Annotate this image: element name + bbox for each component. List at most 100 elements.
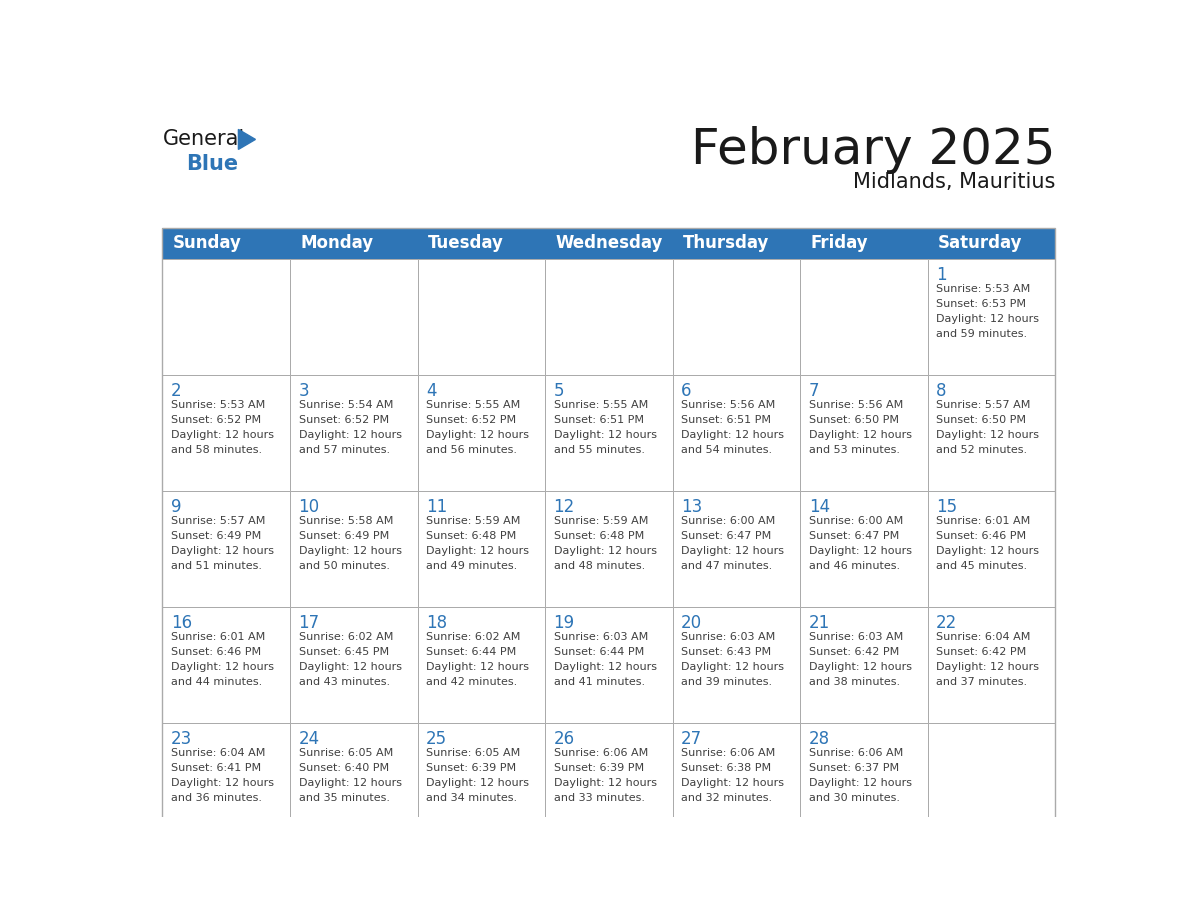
Text: Sunset: 6:39 PM: Sunset: 6:39 PM: [426, 763, 516, 773]
Bar: [290, 491, 417, 607]
Text: Sunrise: 6:00 AM: Sunrise: 6:00 AM: [809, 516, 903, 526]
Text: 9: 9: [171, 498, 182, 516]
Text: 6: 6: [681, 382, 691, 399]
Bar: [417, 491, 545, 607]
Text: 15: 15: [936, 498, 958, 516]
Text: 26: 26: [554, 730, 575, 747]
Bar: [545, 491, 672, 607]
Text: 16: 16: [171, 613, 192, 632]
Text: and 51 minutes.: and 51 minutes.: [171, 561, 263, 571]
Text: Daylight: 12 hours: Daylight: 12 hours: [426, 546, 529, 556]
Text: Sunrise: 5:59 AM: Sunrise: 5:59 AM: [554, 516, 647, 526]
Bar: [545, 722, 672, 838]
Text: Sunrise: 5:59 AM: Sunrise: 5:59 AM: [426, 516, 520, 526]
Text: 11: 11: [426, 498, 448, 516]
Text: Sunset: 6:48 PM: Sunset: 6:48 PM: [554, 532, 644, 541]
Text: Sunset: 6:52 PM: Sunset: 6:52 PM: [298, 415, 388, 425]
Text: and 37 minutes.: and 37 minutes.: [936, 677, 1028, 687]
Text: 17: 17: [298, 613, 320, 632]
Text: 25: 25: [426, 730, 447, 747]
Text: 13: 13: [681, 498, 702, 516]
Bar: [163, 228, 1055, 838]
Text: Daylight: 12 hours: Daylight: 12 hours: [298, 431, 402, 440]
Text: Sunset: 6:49 PM: Sunset: 6:49 PM: [171, 532, 261, 541]
Text: Daylight: 12 hours: Daylight: 12 hours: [298, 778, 402, 788]
Text: and 41 minutes.: and 41 minutes.: [554, 677, 645, 687]
Text: Daylight: 12 hours: Daylight: 12 hours: [936, 431, 1040, 440]
Text: and 46 minutes.: and 46 minutes.: [809, 561, 899, 571]
Text: Daylight: 12 hours: Daylight: 12 hours: [554, 662, 657, 672]
Text: Sunday: Sunday: [172, 234, 241, 252]
Bar: [163, 491, 290, 607]
Text: Daylight: 12 hours: Daylight: 12 hours: [809, 546, 911, 556]
Text: 14: 14: [809, 498, 829, 516]
Bar: [290, 259, 417, 375]
Text: and 36 minutes.: and 36 minutes.: [171, 793, 263, 803]
Text: and 34 minutes.: and 34 minutes.: [426, 793, 517, 803]
Bar: [163, 722, 290, 838]
Text: Sunrise: 6:00 AM: Sunrise: 6:00 AM: [681, 516, 776, 526]
Text: Daylight: 12 hours: Daylight: 12 hours: [426, 778, 529, 788]
Text: February 2025: February 2025: [690, 126, 1055, 174]
Text: Sunset: 6:42 PM: Sunset: 6:42 PM: [809, 647, 899, 657]
Text: Sunrise: 6:06 AM: Sunrise: 6:06 AM: [681, 748, 776, 758]
Text: and 56 minutes.: and 56 minutes.: [426, 445, 517, 455]
Text: 23: 23: [171, 730, 192, 747]
Text: Daylight: 12 hours: Daylight: 12 hours: [298, 662, 402, 672]
Text: Sunset: 6:40 PM: Sunset: 6:40 PM: [298, 763, 388, 773]
Bar: [801, 607, 928, 722]
Text: Sunset: 6:47 PM: Sunset: 6:47 PM: [809, 532, 899, 541]
Text: Sunrise: 6:04 AM: Sunrise: 6:04 AM: [936, 633, 1031, 642]
Bar: [928, 491, 1055, 607]
Text: Daylight: 12 hours: Daylight: 12 hours: [681, 546, 784, 556]
Text: Sunrise: 5:55 AM: Sunrise: 5:55 AM: [554, 400, 647, 410]
Bar: [928, 375, 1055, 491]
Bar: [928, 259, 1055, 375]
Text: Daylight: 12 hours: Daylight: 12 hours: [936, 662, 1040, 672]
Text: Sunset: 6:44 PM: Sunset: 6:44 PM: [554, 647, 644, 657]
Bar: [163, 228, 1055, 259]
Text: 12: 12: [554, 498, 575, 516]
Text: Sunrise: 6:02 AM: Sunrise: 6:02 AM: [426, 633, 520, 642]
Text: Friday: Friday: [810, 234, 868, 252]
Bar: [290, 722, 417, 838]
Text: Daylight: 12 hours: Daylight: 12 hours: [426, 431, 529, 440]
Text: Sunset: 6:42 PM: Sunset: 6:42 PM: [936, 647, 1026, 657]
Text: Daylight: 12 hours: Daylight: 12 hours: [681, 778, 784, 788]
Text: Sunrise: 5:54 AM: Sunrise: 5:54 AM: [298, 400, 393, 410]
Text: Sunrise: 5:57 AM: Sunrise: 5:57 AM: [936, 400, 1031, 410]
Text: Daylight: 12 hours: Daylight: 12 hours: [936, 314, 1040, 324]
Text: Daylight: 12 hours: Daylight: 12 hours: [554, 431, 657, 440]
Text: Sunset: 6:46 PM: Sunset: 6:46 PM: [171, 647, 261, 657]
Text: and 32 minutes.: and 32 minutes.: [681, 793, 772, 803]
Text: Blue: Blue: [185, 154, 238, 174]
Text: Sunrise: 5:53 AM: Sunrise: 5:53 AM: [171, 400, 265, 410]
Polygon shape: [239, 129, 255, 150]
Bar: [672, 491, 801, 607]
Text: Sunset: 6:46 PM: Sunset: 6:46 PM: [936, 532, 1026, 541]
Text: Sunrise: 5:56 AM: Sunrise: 5:56 AM: [809, 400, 903, 410]
Bar: [545, 607, 672, 722]
Bar: [801, 259, 928, 375]
Text: Daylight: 12 hours: Daylight: 12 hours: [298, 546, 402, 556]
Text: Sunset: 6:52 PM: Sunset: 6:52 PM: [426, 415, 516, 425]
Text: Sunset: 6:38 PM: Sunset: 6:38 PM: [681, 763, 771, 773]
Text: 20: 20: [681, 613, 702, 632]
Text: 19: 19: [554, 613, 575, 632]
Text: Thursday: Thursday: [683, 234, 769, 252]
Text: and 57 minutes.: and 57 minutes.: [298, 445, 390, 455]
Text: Daylight: 12 hours: Daylight: 12 hours: [171, 431, 274, 440]
Text: Sunset: 6:53 PM: Sunset: 6:53 PM: [936, 299, 1026, 309]
Text: Sunset: 6:44 PM: Sunset: 6:44 PM: [426, 647, 517, 657]
Text: Sunset: 6:51 PM: Sunset: 6:51 PM: [681, 415, 771, 425]
Text: 28: 28: [809, 730, 829, 747]
Text: 5: 5: [554, 382, 564, 399]
Text: Sunrise: 5:53 AM: Sunrise: 5:53 AM: [936, 285, 1030, 294]
Text: and 33 minutes.: and 33 minutes.: [554, 793, 645, 803]
Text: Sunrise: 6:03 AM: Sunrise: 6:03 AM: [554, 633, 647, 642]
Text: Sunrise: 6:01 AM: Sunrise: 6:01 AM: [171, 633, 265, 642]
Text: 1: 1: [936, 265, 947, 284]
Text: 10: 10: [298, 498, 320, 516]
Bar: [417, 375, 545, 491]
Bar: [417, 607, 545, 722]
